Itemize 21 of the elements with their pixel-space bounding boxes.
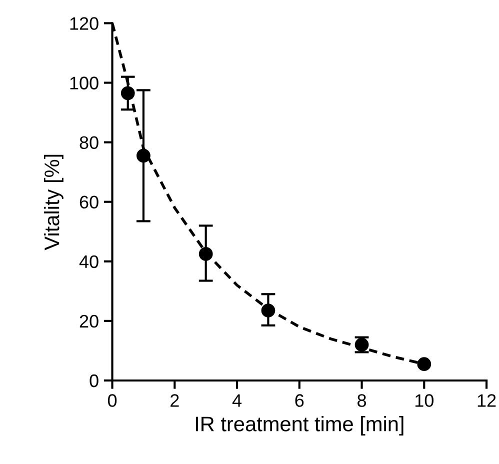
y-tick-label: 100 [70,76,98,90]
x-tick-label: 6 [295,394,304,407]
x-tick-label: 0 [108,394,117,407]
y-tick-label: 40 [79,255,98,268]
x-tick-label: 8 [358,394,366,407]
point [417,357,432,372]
y-tick-label: 60 [80,196,98,209]
point [261,304,276,318]
y-tick-label: 0 [90,374,98,388]
point [136,148,150,163]
x-tick-label: 12 [478,394,496,407]
point [198,247,213,261]
x-tick-label: 10 [415,394,434,407]
y-tick-label: 120 [70,17,98,30]
y-tick-label: 80 [80,136,98,150]
x-tick-label: 4 [232,394,242,407]
y-tick-label: 20 [80,314,98,328]
point [120,86,135,100]
y-axis-title: Vitality [%] [44,154,64,250]
x-axis-title: IR treatment time [min] [196,416,404,436]
x-tick-label: 2 [170,394,179,407]
